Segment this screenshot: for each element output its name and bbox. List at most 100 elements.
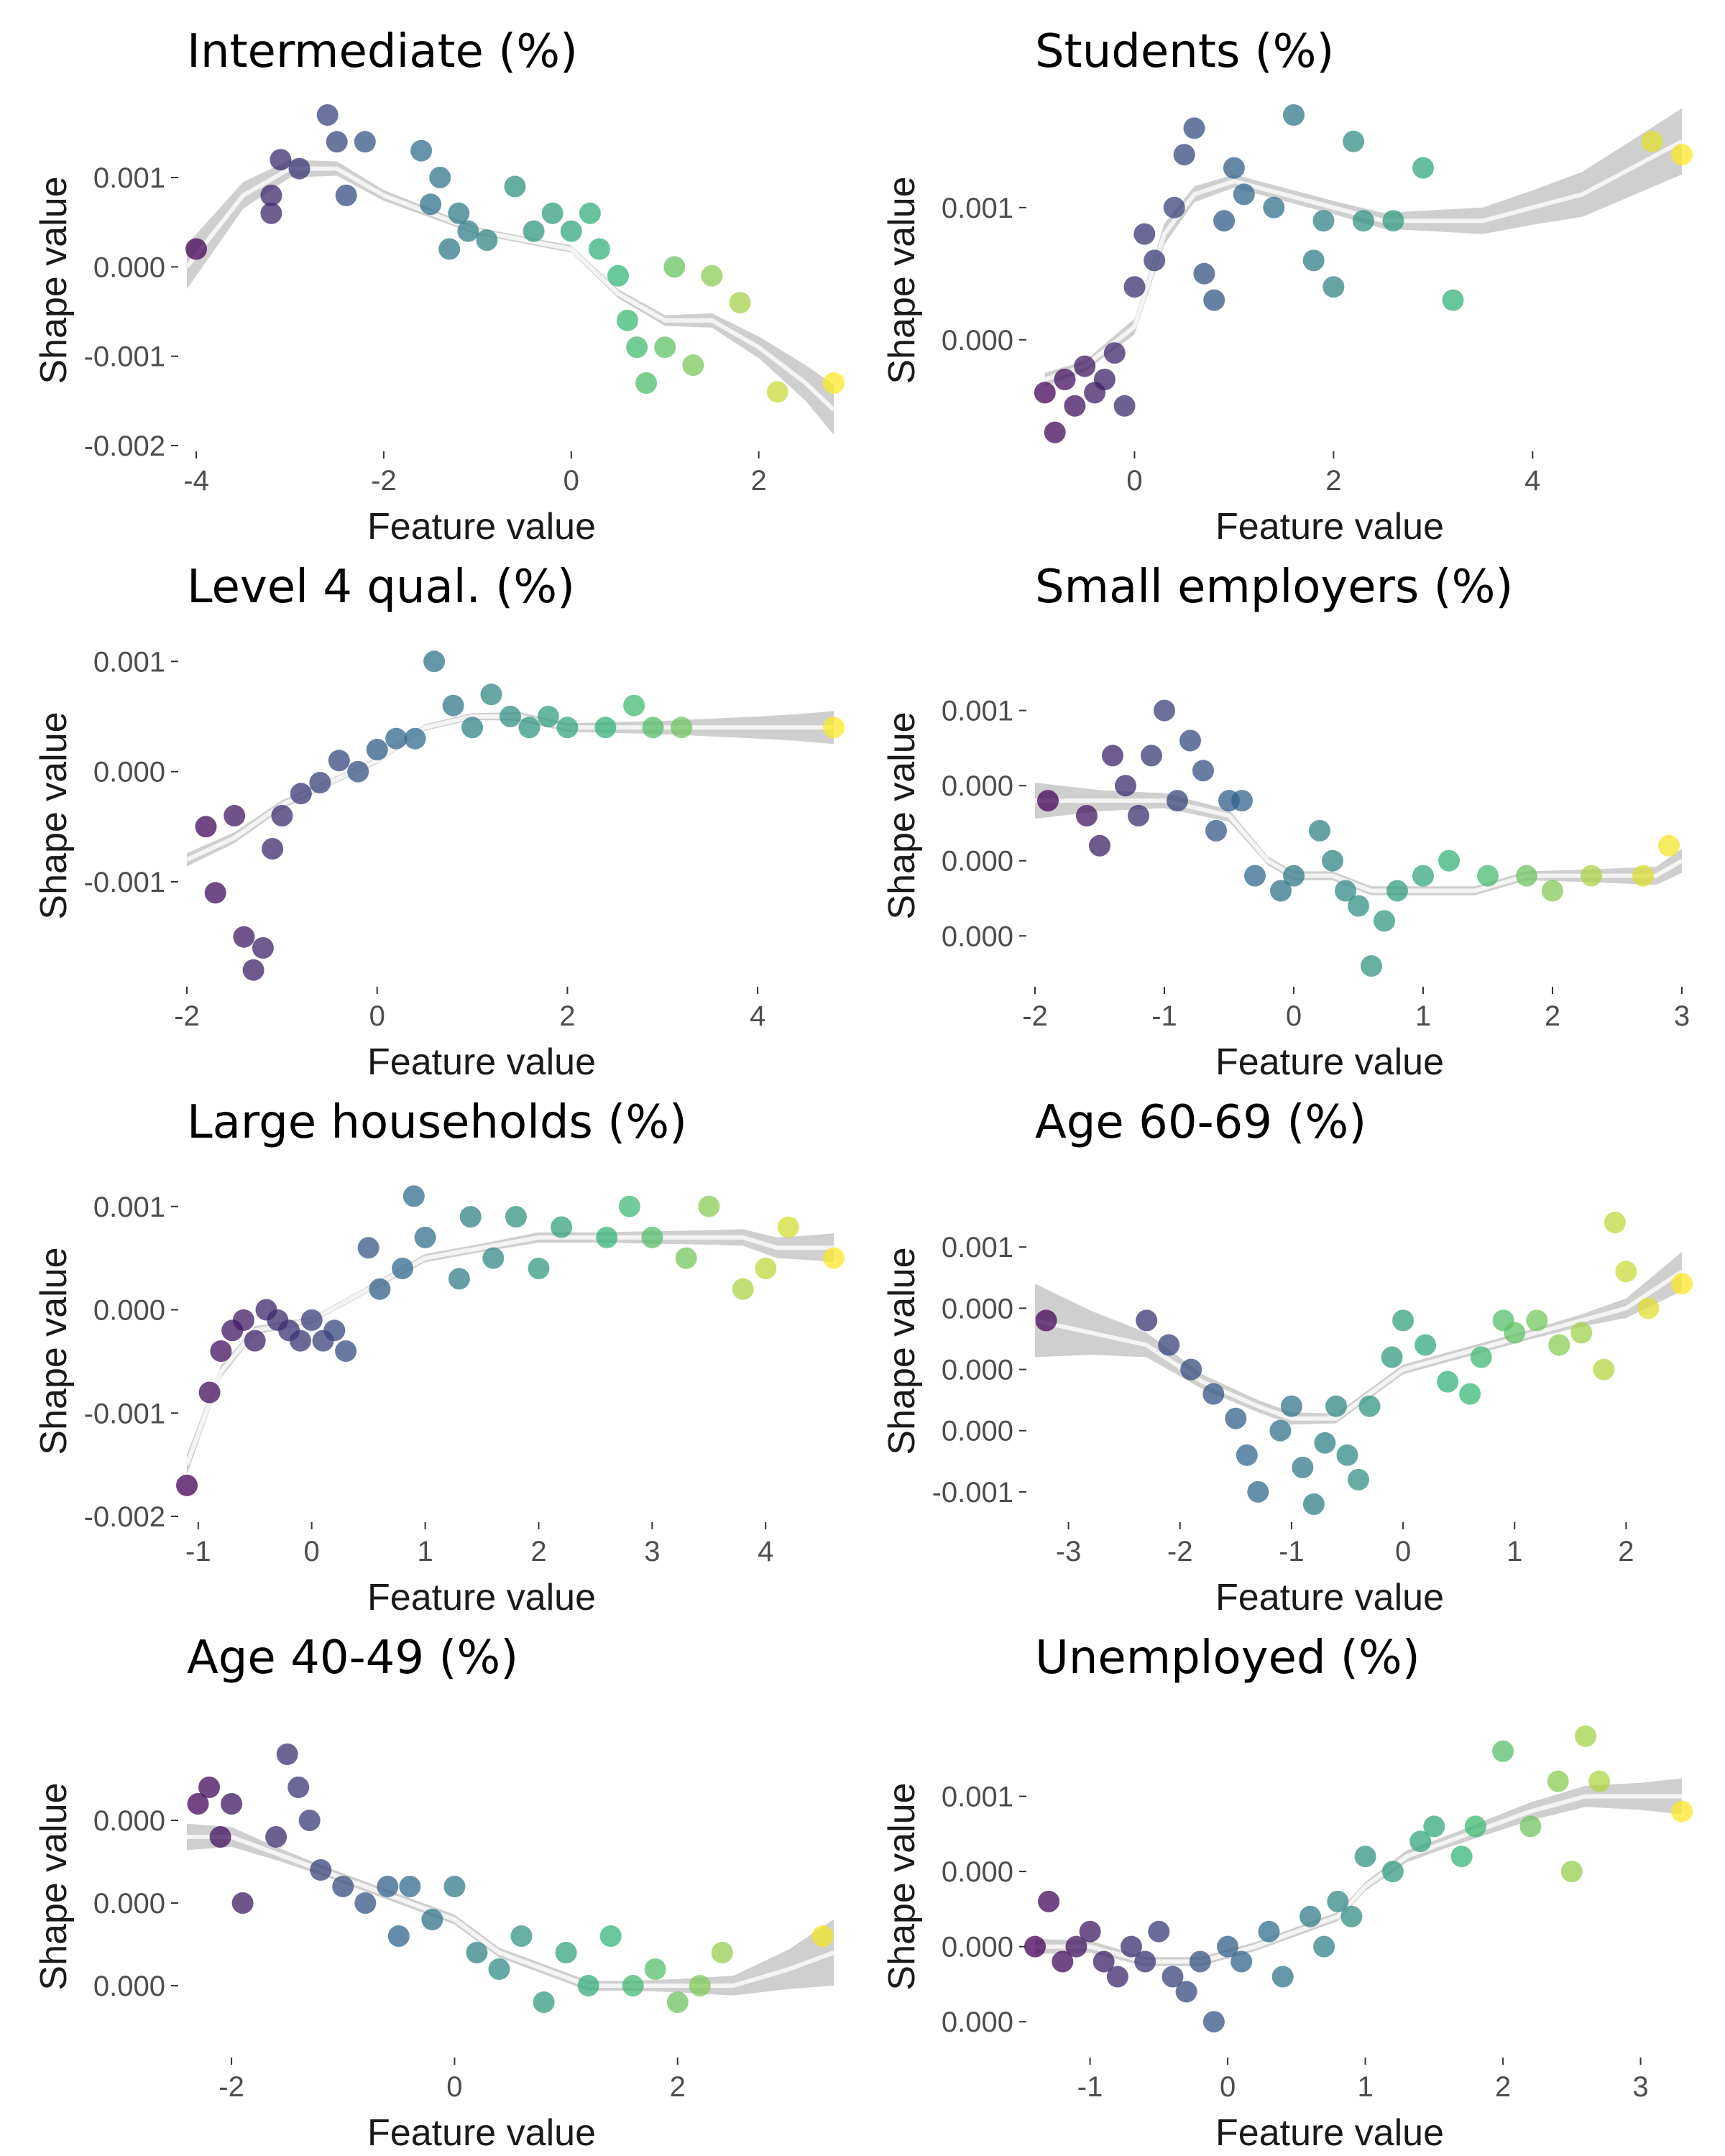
data-point xyxy=(732,1278,754,1300)
data-point xyxy=(617,309,638,331)
data-point xyxy=(618,1195,640,1217)
data-point xyxy=(276,1743,298,1765)
data-point xyxy=(599,1925,622,1947)
data-point xyxy=(335,184,357,206)
data-point xyxy=(1352,210,1374,232)
data-point xyxy=(1374,910,1395,932)
data-point xyxy=(231,1892,254,1914)
data-point xyxy=(1560,1861,1583,1883)
y-tick-label: 0.000 xyxy=(942,846,1013,877)
data-point xyxy=(1381,1861,1404,1883)
data-point xyxy=(1354,1846,1376,1868)
data-point xyxy=(309,772,331,793)
data-point xyxy=(518,717,540,739)
panel-title: Intermediate (%) xyxy=(187,25,578,78)
data-point xyxy=(1123,276,1146,298)
chart-svg: -2 0 2 4 -0.001 0.000 0.001 Feature value Shape … xyxy=(33,646,845,1083)
data-point xyxy=(387,1925,410,1947)
data-point xyxy=(1312,210,1335,232)
data-point xyxy=(265,1826,288,1848)
data-point xyxy=(482,1247,505,1269)
data-point xyxy=(457,220,479,242)
data-point xyxy=(689,1975,711,1996)
data-point xyxy=(442,694,464,717)
y-axis-label: Shape value xyxy=(881,176,923,384)
x-tick-label: 2 xyxy=(530,1536,546,1567)
data-point xyxy=(1314,1432,1336,1454)
panel-small-employers: Small employers (%) -2 -1 0 1 2 3 0.000 0.000 0.… xyxy=(870,550,1725,1085)
data-point xyxy=(1414,1334,1437,1356)
data-point xyxy=(1671,144,1693,166)
data-point xyxy=(377,1876,399,1897)
data-point xyxy=(1270,880,1292,902)
data-point xyxy=(1054,369,1076,390)
data-point xyxy=(533,1991,555,2013)
data-point xyxy=(1244,865,1266,887)
data-point xyxy=(698,1195,720,1217)
y-tick-label: 0.001 xyxy=(942,1782,1013,1813)
data-point xyxy=(1113,395,1136,417)
y-tick-label: -0.002 xyxy=(84,1501,165,1533)
data-point xyxy=(1470,1346,1492,1368)
x-tick-label: 2 xyxy=(559,1000,575,1032)
data-point xyxy=(1158,1334,1180,1356)
data-point xyxy=(1464,1815,1486,1838)
data-point xyxy=(1322,849,1343,872)
x-tick-label: 0 xyxy=(564,465,579,497)
data-point xyxy=(1189,1950,1211,1973)
data-point xyxy=(1141,745,1162,767)
data-point xyxy=(270,149,292,171)
data-point xyxy=(1162,1966,1184,1988)
data-point xyxy=(523,220,545,242)
data-point xyxy=(1233,183,1255,206)
data-point xyxy=(1258,1920,1280,1943)
data-point xyxy=(438,238,461,260)
x-tick-label: -1 xyxy=(1279,1536,1305,1567)
data-point xyxy=(1173,144,1195,166)
data-point xyxy=(1348,1468,1369,1491)
data-point xyxy=(1392,1309,1414,1332)
data-point xyxy=(1519,1815,1542,1838)
data-point xyxy=(1134,1950,1156,1973)
y-axis-label: Shape value xyxy=(881,711,923,919)
data-point xyxy=(414,1226,436,1248)
data-point xyxy=(300,1309,323,1331)
x-tick-label: 2 xyxy=(1545,1000,1560,1032)
x-tick-label: -1 xyxy=(1077,2071,1103,2103)
data-point xyxy=(1121,1935,1142,1958)
data-point xyxy=(271,805,293,826)
data-point xyxy=(1230,1950,1253,1973)
data-point xyxy=(663,256,686,278)
data-point xyxy=(448,1268,470,1290)
x-tick-label: 4 xyxy=(758,1536,773,1567)
data-point xyxy=(232,1309,254,1331)
data-point xyxy=(1225,1407,1247,1429)
panel-title: Unemployed (%) xyxy=(1035,1631,1420,1685)
data-point xyxy=(1459,1383,1481,1405)
data-point xyxy=(347,760,369,783)
x-tick-label: 0 xyxy=(446,2071,462,2103)
data-point xyxy=(1179,729,1201,752)
x-axis-label: Feature value xyxy=(1215,2112,1444,2154)
data-point xyxy=(209,1826,231,1848)
y-tick-label: 0.000 xyxy=(93,1888,165,1920)
data-point xyxy=(711,1942,733,1963)
data-point xyxy=(1581,865,1602,887)
data-point xyxy=(1128,805,1149,826)
data-point xyxy=(1292,1456,1314,1478)
data-point xyxy=(1302,1493,1325,1515)
data-point xyxy=(198,1777,220,1798)
x-tick-label: 3 xyxy=(1632,2071,1648,2103)
data-point xyxy=(671,717,693,739)
data-point xyxy=(1477,865,1499,887)
data-point xyxy=(1203,289,1225,311)
data-point xyxy=(1074,355,1096,377)
data-point xyxy=(654,336,676,359)
data-point xyxy=(556,717,579,739)
data-point xyxy=(354,1892,377,1914)
data-point xyxy=(1442,289,1464,311)
data-point xyxy=(1202,1383,1225,1405)
data-point xyxy=(429,167,451,188)
y-tick-label: 0.000 xyxy=(942,1416,1013,1447)
y-tick-label: 0.000 xyxy=(942,1355,1013,1386)
